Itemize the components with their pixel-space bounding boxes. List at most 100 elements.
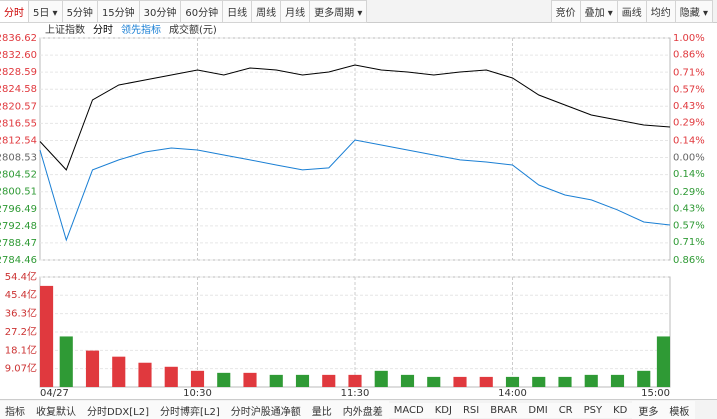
indicator-tab[interactable]: 分时DDX[L2]	[81, 400, 155, 419]
y2-tick-label: 0.43%	[673, 101, 705, 112]
y2-tick-label: 0.14%	[673, 169, 705, 180]
y2-tick-label: 0.86%	[673, 255, 705, 266]
period-button[interactable]: 5日 ▾	[28, 0, 63, 23]
volume-bar	[532, 376, 546, 387]
y-tick-label: 2820.57	[0, 101, 37, 112]
volume-bar	[558, 376, 572, 387]
y-tick-label: 2828.59	[0, 67, 37, 78]
y-tick-label: 2788.47	[0, 238, 37, 249]
y2-tick-label: 0.29%	[673, 187, 705, 198]
y-tick-label: 2804.52	[0, 170, 37, 181]
y-tick-label: 2816.55	[0, 118, 37, 129]
volume-bar	[295, 374, 310, 387]
indicator-tab[interactable]: 收复默认	[30, 400, 82, 419]
indicator-tab[interactable]: MACD	[387, 402, 430, 418]
tool-button[interactable]: 均约	[645, 0, 676, 23]
volume-bar	[40, 285, 54, 387]
indicator-tab[interactable]: 指标	[0, 400, 31, 419]
period-button[interactable]: 日线	[222, 0, 253, 23]
period-button[interactable]: 月线	[280, 0, 311, 23]
x-tick-label: 11:30	[341, 388, 370, 399]
volume-bar	[59, 336, 73, 387]
indicator-tab[interactable]: CR	[552, 402, 579, 418]
volume-bar	[217, 372, 231, 387]
y2-tick-label: 1.00%	[673, 33, 705, 44]
indicator-tabs: 指标 收复默认 分时DDX[L2] 分时博弈[L2] 分时沪股通净额 量比 内外盘差 MACD…	[0, 399, 717, 419]
volume-bar	[427, 376, 441, 387]
volume-bar	[190, 370, 205, 387]
volume-bar	[656, 336, 670, 387]
y3-tick-label: 36.3亿	[5, 307, 37, 320]
y2-tick-label: 0.29%	[673, 118, 705, 129]
indicator-tab[interactable]: DMI	[522, 402, 554, 418]
volume-bar	[505, 376, 520, 387]
volume-bar	[112, 356, 126, 387]
x-tick-label: 14:00	[498, 388, 527, 399]
price-line	[39, 64, 671, 171]
volume-bar	[453, 376, 467, 387]
y-tick-label: 2836.62	[0, 33, 37, 44]
indicator-tab[interactable]: 分时博弈[L2]	[154, 400, 226, 419]
period-button[interactable]: 15分钟	[96, 0, 140, 23]
indicator-tab[interactable]: 量比	[305, 400, 338, 419]
y3-tick-label: 18.1亿	[5, 343, 37, 356]
y-tick-label: 2812.54	[0, 135, 37, 146]
legend-entry: 领先指标	[121, 23, 161, 36]
indicator-tab[interactable]: RSI	[456, 402, 486, 418]
tool-button[interactable]: 竞价	[550, 0, 581, 23]
indicator-tab[interactable]: 分时沪股通净额	[224, 400, 307, 419]
indicator-tab[interactable]: 内外盘差	[336, 400, 389, 419]
y3-tick-label: 9.07亿	[5, 362, 37, 375]
legend-entry: 成交额(元)	[169, 23, 217, 36]
y3-tick-label: 45.4亿	[5, 288, 37, 301]
indicator-tab[interactable]: 更多	[632, 400, 665, 419]
y3-tick-label: 27.2亿	[5, 325, 37, 338]
tool-button[interactable]: 隐藏 ▾	[674, 0, 713, 23]
y2-tick-label: 0.00%	[673, 152, 705, 163]
y2-tick-label: 0.57%	[673, 84, 705, 95]
period-button[interactable]: 周线	[251, 0, 282, 23]
volume-bar	[243, 372, 257, 387]
volume-bar	[322, 374, 336, 387]
y2-tick-label: 0.71%	[673, 68, 705, 79]
legend-entry: 分时	[93, 24, 113, 36]
period-button[interactable]: 60分钟	[180, 0, 224, 23]
volume-bar	[374, 370, 388, 387]
period-button[interactable]: 5分钟	[61, 0, 98, 23]
volume-bar	[637, 370, 651, 387]
y2-tick-label: 0.43%	[673, 204, 705, 215]
volume-bar	[138, 362, 152, 387]
y3-tick-label: 54.4亿	[5, 270, 37, 283]
tool-button[interactable]: 叠加 ▾	[579, 0, 618, 23]
toolbar-right: 竞价 叠加 ▾ 画线 均约 隐藏 ▾	[550, 0, 713, 23]
y-tick-label: 2792.48	[0, 221, 37, 232]
period-button[interactable]: 更多周期 ▾	[309, 0, 368, 23]
volume-bar	[164, 366, 178, 387]
indicator-tab[interactable]: PSY	[577, 402, 609, 418]
volume-bar	[400, 374, 415, 387]
x-tick-label: 04/27	[40, 388, 69, 399]
period-button[interactable]: 分时	[0, 0, 29, 23]
y-tick-label: 2808.53	[0, 153, 37, 164]
y-tick-label: 2784.46	[0, 255, 37, 266]
volume-bar	[479, 376, 493, 387]
y2-tick-label: 0.57%	[673, 220, 705, 231]
x-tick-label: 15:00	[641, 388, 670, 399]
price-line	[39, 139, 671, 242]
y2-tick-label: 0.71%	[673, 237, 705, 248]
indicator-tab[interactable]: 模板	[663, 400, 696, 419]
y-tick-label: 2796.49	[0, 204, 37, 215]
indicator-tab[interactable]: KD	[607, 402, 634, 418]
chart-title: 上证指数	[45, 23, 85, 36]
volume-bar	[348, 374, 362, 387]
indicator-tab[interactable]: BRAR	[484, 402, 524, 418]
y-tick-label: 2824.58	[0, 84, 37, 95]
period-button[interactable]: 30分钟	[138, 0, 182, 23]
volume-bar	[85, 350, 100, 387]
indicator-tab[interactable]: KDJ	[428, 402, 458, 418]
tool-button[interactable]: 画线	[616, 0, 647, 23]
